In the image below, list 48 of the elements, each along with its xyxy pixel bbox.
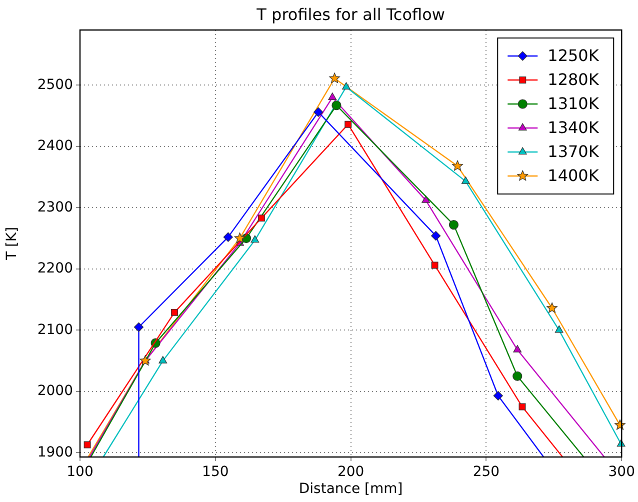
point bbox=[452, 160, 463, 171]
legend-label: 1340K bbox=[548, 118, 600, 138]
point bbox=[344, 120, 352, 128]
point bbox=[234, 232, 246, 243]
chart-title: T profiles for all Tcoflow bbox=[256, 5, 445, 24]
point bbox=[171, 308, 178, 316]
legend-label: 1250K bbox=[548, 46, 600, 66]
legend-label: 1310K bbox=[548, 94, 600, 114]
y-axis-title: T [K] bbox=[4, 226, 20, 262]
legend-label: 1400K bbox=[548, 166, 600, 186]
point bbox=[342, 82, 350, 90]
y-tick-label: 1900 bbox=[37, 444, 73, 460]
point bbox=[546, 302, 558, 313]
point bbox=[329, 72, 340, 84]
y-tick-label: 2400 bbox=[37, 138, 73, 154]
x-tick-label: 250 bbox=[472, 464, 500, 480]
x-tick-label: 300 bbox=[608, 464, 636, 480]
legend-label: 1280K bbox=[548, 70, 600, 90]
x-tick-label: 100 bbox=[66, 464, 94, 480]
point bbox=[448, 220, 459, 230]
point bbox=[84, 441, 91, 448]
point bbox=[493, 390, 503, 401]
legend-label: 1370K bbox=[548, 142, 600, 162]
point bbox=[258, 214, 265, 222]
point bbox=[328, 92, 337, 100]
point bbox=[431, 231, 441, 241]
point bbox=[518, 403, 526, 410]
point bbox=[332, 100, 342, 110]
x-tick-label: 150 bbox=[202, 464, 229, 480]
point bbox=[461, 176, 470, 184]
point bbox=[431, 262, 438, 269]
point bbox=[422, 196, 430, 203]
point bbox=[512, 371, 522, 381]
point bbox=[223, 232, 233, 242]
x-tick-label: 200 bbox=[337, 464, 364, 480]
y-tick-label: 2000 bbox=[37, 383, 73, 400]
point bbox=[554, 325, 564, 333]
point bbox=[134, 322, 144, 332]
point bbox=[158, 356, 168, 364]
point bbox=[614, 419, 626, 430]
y-tick-label: 2100 bbox=[37, 322, 73, 338]
y-tick-label: 2300 bbox=[37, 199, 73, 216]
point bbox=[314, 107, 324, 117]
x-axis-title: Distance [mm] bbox=[298, 481, 403, 498]
point bbox=[250, 235, 260, 243]
point bbox=[513, 344, 522, 352]
y-tick-label: 2200 bbox=[37, 260, 73, 277]
y-tick-label: 2500 bbox=[37, 76, 73, 93]
